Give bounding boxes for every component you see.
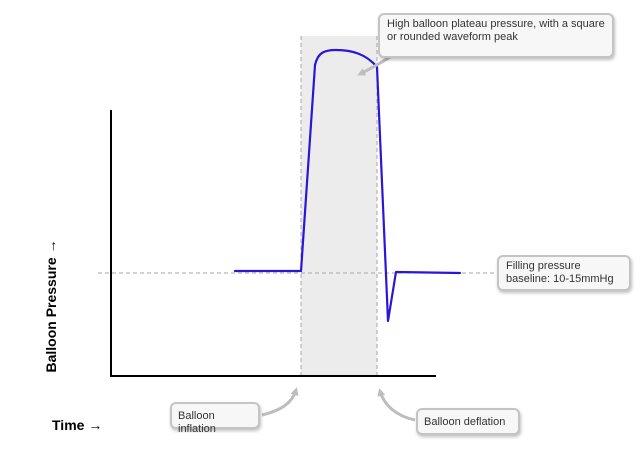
deflation-callout: Balloon deflation: [416, 408, 520, 435]
inflation-callout: Balloon inflation: [170, 402, 260, 435]
inflation-shaded-region: [301, 36, 377, 376]
plateau-callout: High balloon plateau pressure, with a sq…: [378, 13, 614, 58]
x-axis-label: Time →: [52, 417, 103, 433]
plateau-callout-text: High balloon plateau pressure, with a sq…: [387, 18, 605, 43]
deflation-callout-text: Balloon deflation: [424, 416, 506, 428]
baseline-callout: Filling pressure baseline: 10-15mmHg: [497, 255, 631, 291]
deflation-callout-arrow: [377, 388, 416, 422]
plateau-callout-arrow: [357, 55, 391, 76]
y-axis-label: Balloon Pressure →: [43, 239, 59, 373]
inflation-callout-arrow: [261, 387, 299, 417]
inflation-callout-text: Balloon inflation: [178, 410, 216, 435]
baseline-callout-text: Filling pressure baseline: 10-15mmHg: [506, 260, 614, 285]
